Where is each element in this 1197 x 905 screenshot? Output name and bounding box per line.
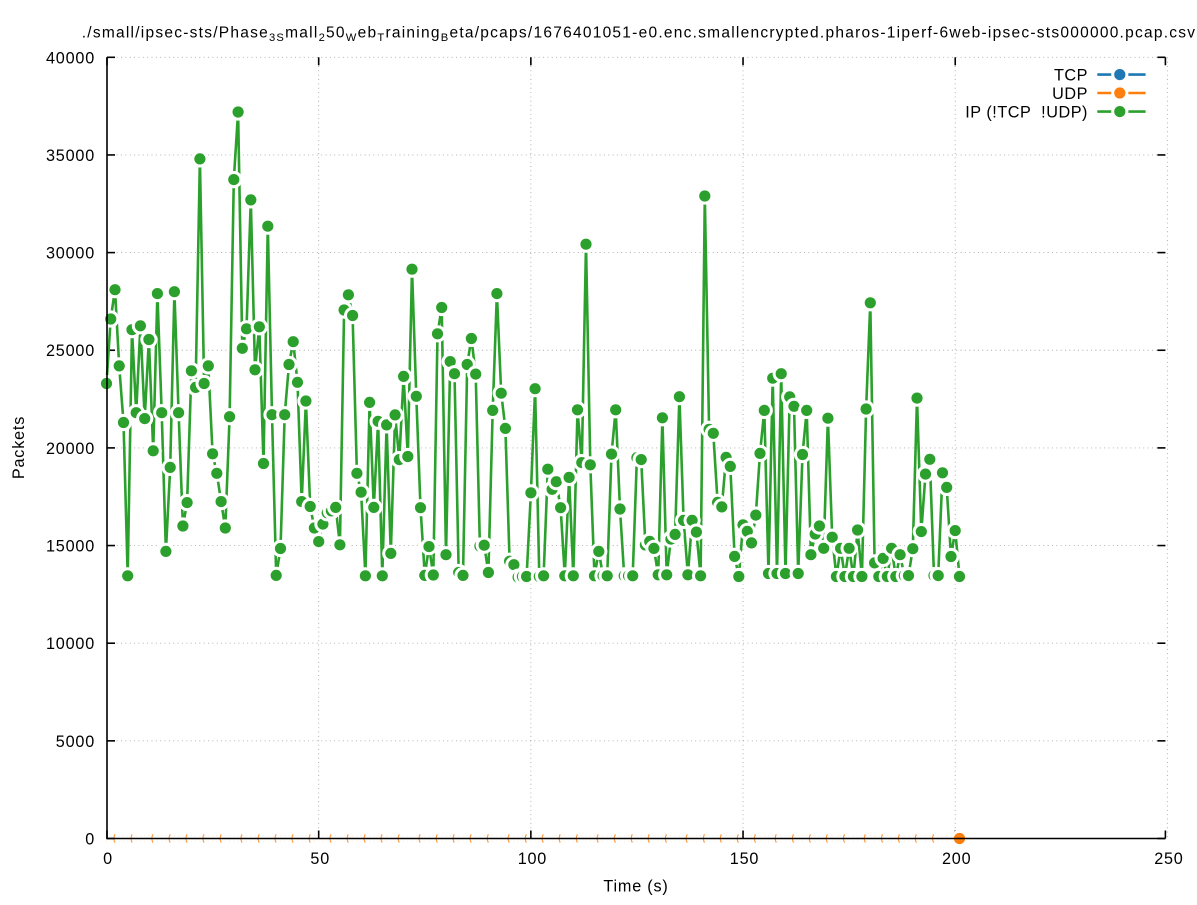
svg-text:0: 0 [103,850,113,868]
svg-text:Packets: Packets [10,416,28,479]
svg-text:10000: 10000 [46,635,95,653]
svg-text:35000: 35000 [46,147,95,165]
svg-text:100: 100 [518,850,547,868]
svg-text:./small/ipsec-sts/Phase3Small2: ./small/ipsec-sts/Phase3Small250WebTrain… [82,25,1197,45]
svg-text:TCP: TCP [1054,66,1088,84]
svg-text:40000: 40000 [46,49,95,67]
svg-text:IP (!TCP !UDP): IP (!TCP !UDP) [965,103,1088,121]
svg-text:20000: 20000 [46,440,95,458]
svg-text:0: 0 [85,831,95,849]
svg-text:150: 150 [730,850,759,868]
svg-text:Time (s): Time (s) [603,878,668,896]
svg-text:25000: 25000 [46,342,95,360]
svg-text:250: 250 [1154,850,1183,868]
svg-text:200: 200 [942,850,971,868]
svg-text:15000: 15000 [46,538,95,556]
svg-text:UDP: UDP [1052,85,1088,103]
svg-text:30000: 30000 [46,245,95,263]
svg-text:50: 50 [310,850,330,868]
svg-text:5000: 5000 [56,733,95,751]
